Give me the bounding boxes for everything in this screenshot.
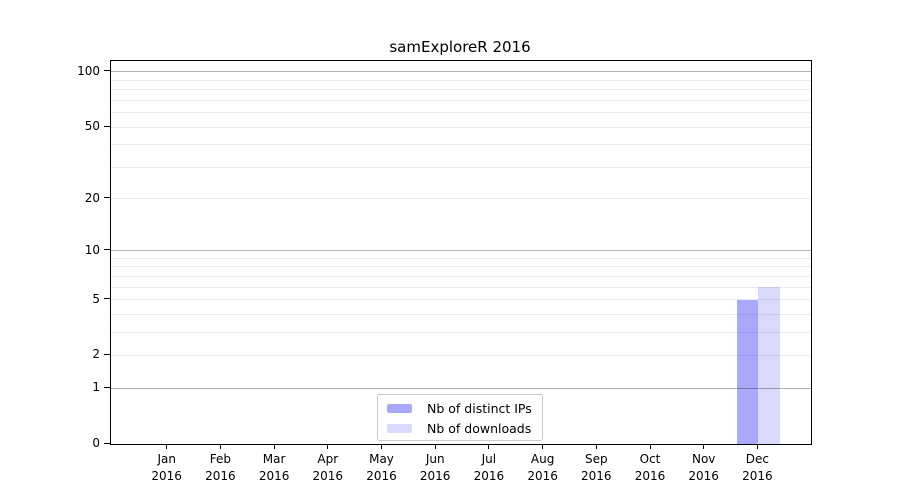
x-tick-label-oct: Oct 2016 xyxy=(622,451,678,485)
x-tick-year: 2016 xyxy=(473,469,505,483)
gridline-minor-3 xyxy=(111,331,811,333)
x-tick-label-feb: Feb 2016 xyxy=(192,451,248,485)
gridline-minor-9 xyxy=(111,257,811,259)
gridline-minor-50 xyxy=(111,126,811,128)
gridline-minor-6 xyxy=(111,286,811,288)
bar-nb-of-downloads-dec-2016 xyxy=(758,287,780,444)
x-tick-month: Nov xyxy=(691,452,716,466)
x-tick-mark-nov xyxy=(703,444,705,449)
legend-item-distinct-ips: Nb of distinct IPs xyxy=(378,398,542,418)
x-tick-year: 2016 xyxy=(742,469,773,483)
gridline-minor-80 xyxy=(111,89,811,91)
x-tick-year: 2016 xyxy=(151,469,182,483)
y-tick-label-0: 0 xyxy=(92,436,100,450)
x-tick-year: 2016 xyxy=(258,469,290,483)
x-tick-month: Jan xyxy=(157,452,176,466)
x-tick-month: Dec xyxy=(745,452,769,466)
x-tick-label-jul: Jul 2016 xyxy=(461,451,517,485)
x-tick-year: 2016 xyxy=(205,469,236,483)
y-tick-mark-20 xyxy=(104,197,110,199)
x-tick-year: 2016 xyxy=(581,469,612,483)
gridline-minor-7 xyxy=(111,275,811,277)
x-tick-month: Sep xyxy=(584,452,608,466)
x-tick-month: Jun xyxy=(425,452,445,466)
x-tick-month: Apr xyxy=(317,452,339,466)
x-tick-mark-jun xyxy=(434,444,436,449)
x-tick-year: 2016 xyxy=(527,469,558,483)
x-tick-year: 2016 xyxy=(688,469,719,483)
y-tick-mark-1 xyxy=(104,386,110,388)
gridline-minor-2 xyxy=(111,354,811,356)
y-tick-label-100: 100 xyxy=(77,63,100,78)
x-tick-mark-sep xyxy=(595,444,597,449)
legend-item-downloads: Nb of downloads xyxy=(378,418,542,438)
x-tick-month: Oct xyxy=(639,452,661,466)
x-tick-mark-oct xyxy=(649,444,651,449)
x-tick-mark-dec xyxy=(756,444,758,449)
y-tick-mark-0 xyxy=(104,442,110,444)
gridline-minor-90 xyxy=(111,79,811,81)
x-tick-month: Feb xyxy=(209,452,232,466)
y-tick-mark-100 xyxy=(104,70,110,72)
y-tick-label-20: 20 xyxy=(84,190,100,205)
y-tick-mark-2 xyxy=(104,353,110,355)
gridline-minor-40 xyxy=(111,144,811,146)
legend-swatch-distinct-ips xyxy=(387,403,412,413)
legend-swatch-downloads xyxy=(387,423,412,433)
gridline-minor-4 xyxy=(111,313,811,315)
gridline-minor-30 xyxy=(111,166,811,168)
y-tick-label-10: 10 xyxy=(84,242,100,257)
x-tick-label-apr: Apr 2016 xyxy=(300,451,356,485)
y-tick-mark-5 xyxy=(104,298,110,300)
x-tick-label-nov: Nov 2016 xyxy=(676,451,732,485)
y-tick-label-5: 5 xyxy=(92,291,100,306)
x-tick-label-may: May 2016 xyxy=(354,451,410,485)
x-tick-year: 2016 xyxy=(312,469,344,483)
x-tick-year: 2016 xyxy=(419,469,451,483)
y-tick-label-1: 1 xyxy=(92,380,100,395)
chart-title: samExploreR 2016 xyxy=(389,38,531,56)
gridline-minor-8 xyxy=(111,266,811,268)
gridline-major-100 xyxy=(111,71,811,73)
x-tick-month: May xyxy=(369,452,394,466)
x-tick-mark-aug xyxy=(542,444,544,449)
gridline-minor-70 xyxy=(111,99,811,101)
x-tick-mark-apr xyxy=(327,444,329,449)
y-tick-mark-10 xyxy=(104,249,110,251)
x-tick-month: Jul xyxy=(481,452,497,466)
x-tick-mark-feb xyxy=(219,444,221,449)
x-tick-label-jan: Jan 2016 xyxy=(139,451,195,485)
x-tick-year: 2016 xyxy=(634,469,666,483)
x-tick-mark-jul xyxy=(488,444,490,449)
gridline-major-1 xyxy=(111,387,811,389)
gridline-major-10 xyxy=(111,250,811,252)
x-tick-label-dec: Dec 2016 xyxy=(729,451,785,485)
x-tick-year: 2016 xyxy=(366,469,397,483)
x-tick-label-aug: Aug 2016 xyxy=(515,451,571,485)
x-tick-mark-mar xyxy=(273,444,275,449)
gridline-minor-20 xyxy=(111,198,811,200)
x-tick-mark-jan xyxy=(166,444,168,449)
x-tick-month: Aug xyxy=(530,452,555,466)
gridline-minor-60 xyxy=(111,112,811,114)
y-tick-label-50: 50 xyxy=(84,119,100,134)
legend-label-downloads: Nb of downloads xyxy=(427,420,532,436)
plot-area xyxy=(110,60,812,445)
x-tick-label-mar: Mar 2016 xyxy=(246,451,302,485)
bar-nb-of-distinct-ips-dec-2016 xyxy=(736,299,759,444)
legend: Nb of distinct IPs Nb of downloads xyxy=(377,394,543,441)
legend-label-distinct-ips: Nb of distinct IPs xyxy=(427,400,532,416)
gridline-minor-5 xyxy=(111,299,811,301)
y-tick-label-2: 2 xyxy=(92,347,100,362)
x-tick-label-jun: Jun 2016 xyxy=(407,451,463,485)
x-tick-label-sep: Sep 2016 xyxy=(568,451,624,485)
x-tick-mark-may xyxy=(381,444,382,449)
x-tick-month: Mar xyxy=(262,452,286,466)
y-tick-mark-50 xyxy=(104,125,110,127)
